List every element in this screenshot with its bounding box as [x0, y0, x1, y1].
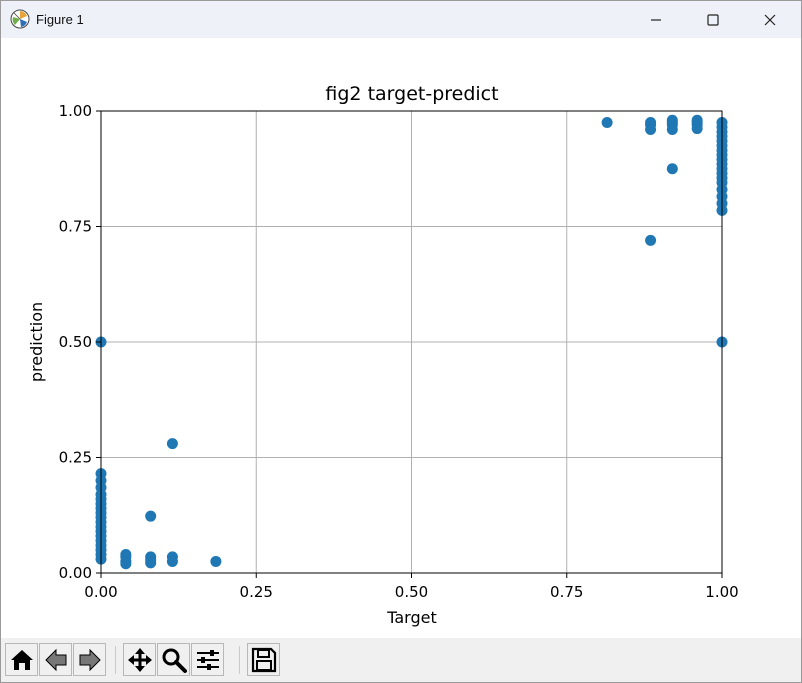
x-axis-label: Target — [386, 608, 437, 627]
data-point — [166, 438, 178, 450]
data-point — [666, 123, 678, 135]
minimize-button[interactable] — [628, 1, 684, 38]
data-point — [166, 555, 178, 567]
data-point — [601, 117, 613, 129]
toolbar-separator — [239, 646, 240, 674]
minimize-icon — [651, 19, 661, 21]
navigation-toolbar — [1, 638, 801, 682]
scatter-chart: fig2 target-predict 0.00 0.25 0.50 0.75 1.00… — [27, 83, 739, 627]
close-button[interactable] — [742, 1, 798, 38]
axis-ticks: 0.00 0.25 0.50 0.75 1.00 0.00 0.25 0.50 0.75 1.00 — [59, 102, 739, 601]
x-tick-label: 0.75 — [550, 583, 583, 601]
y-tick-label: 0.25 — [59, 449, 92, 467]
forward-arrow-icon — [79, 648, 101, 672]
maximize-icon — [707, 14, 719, 26]
configure-subplots-button[interactable] — [191, 643, 224, 676]
maximize-button[interactable] — [685, 1, 741, 38]
y-tick-label: 0.50 — [59, 333, 92, 351]
x-tick-label: 1.00 — [705, 583, 738, 601]
x-tick-label: 0.50 — [395, 583, 428, 601]
forward-button[interactable] — [73, 643, 106, 676]
grid — [100, 110, 723, 574]
back-arrow-icon — [45, 648, 67, 672]
home-icon — [11, 650, 33, 670]
back-button[interactable] — [39, 643, 72, 676]
data-point — [145, 557, 157, 569]
move-icon — [128, 648, 152, 672]
zoom-button[interactable] — [157, 643, 190, 676]
x-tick-label: 0.00 — [84, 583, 117, 601]
y-tick-label: 0.75 — [59, 218, 92, 236]
window-title: Figure 1 — [36, 12, 84, 27]
floppy-disk-icon — [251, 647, 277, 673]
data-point — [645, 234, 657, 246]
magnifier-icon — [162, 648, 187, 673]
home-button[interactable] — [5, 643, 38, 676]
save-button[interactable] — [247, 643, 280, 676]
y-axis-label: prediction — [27, 302, 46, 382]
matplotlib-logo-icon — [10, 9, 30, 29]
pan-button[interactable] — [123, 643, 156, 676]
toolbar-separator — [115, 646, 116, 674]
sliders-icon — [197, 650, 219, 670]
title-bar[interactable]: Figure 1 — [1, 1, 801, 38]
data-point — [691, 123, 703, 135]
close-icon — [764, 14, 776, 26]
data-point — [645, 123, 657, 135]
chart-title: fig2 target-predict — [325, 83, 498, 105]
x-tick-label: 0.25 — [240, 583, 273, 601]
data-point — [120, 558, 132, 570]
data-point — [210, 555, 222, 567]
y-tick-label: 1.00 — [59, 102, 92, 120]
data-point — [666, 163, 678, 175]
y-tick-label: 0.00 — [59, 564, 92, 582]
figure-canvas[interactable]: fig2 target-predict 0.00 0.25 0.50 0.75 1.00… — [1, 38, 801, 638]
data-point — [145, 510, 157, 522]
